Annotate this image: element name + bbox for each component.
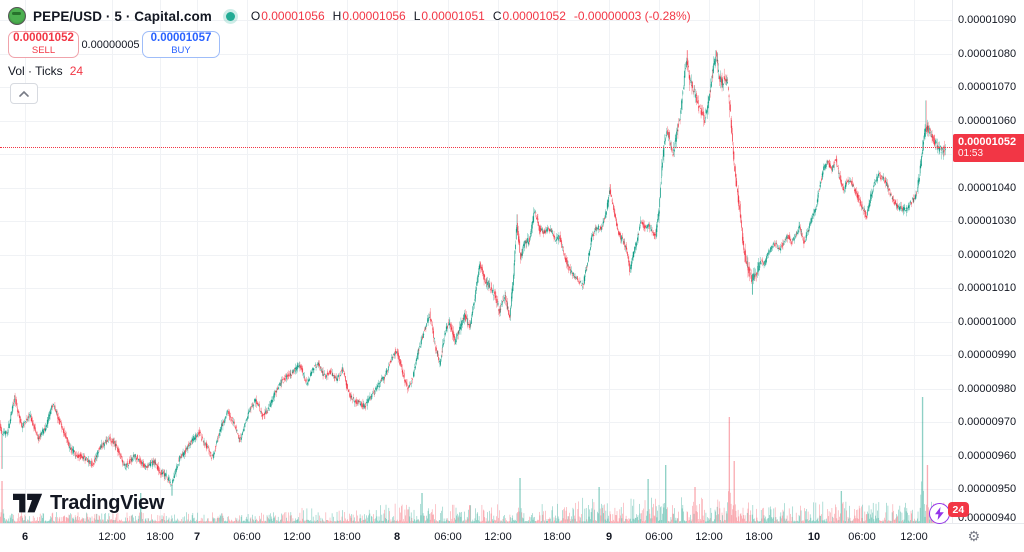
price-axis[interactable]: 0.00001052 01:53 0.00001090 0.00001080 0.0…: [952, 0, 1024, 524]
bar-countdown: 01:53: [958, 148, 984, 160]
close-label: C: [492, 9, 502, 23]
open-value: 0.00001056: [261, 9, 325, 23]
time-axis-tick: 06:00: [434, 531, 462, 543]
buy-button[interactable]: 0.00001057 BUY: [142, 31, 220, 58]
price-axis-tick: 0.00000950: [958, 483, 1017, 495]
time-axis-day-tick: 6: [21, 531, 29, 543]
current-price-value: 0.00001052: [958, 136, 1017, 149]
time-axis-tick: 06:00: [645, 531, 673, 543]
volume-indicator-row[interactable]: Vol · Ticks 24: [8, 64, 691, 78]
time-axis-settings-gear-icon[interactable]: ⚙: [967, 529, 980, 545]
time-axis-tick: 12:00: [484, 531, 512, 543]
candlestick-chart[interactable]: [0, 0, 952, 523]
price-axis-tick: 0.00000990: [958, 349, 1017, 361]
open-label: O: [250, 9, 261, 23]
time-axis-tick: 06:00: [233, 531, 261, 543]
sell-button[interactable]: 0.00001052 SELL: [8, 31, 79, 58]
pepe-coin-logo-icon: [8, 7, 26, 25]
time-axis-day-tick: 10: [807, 531, 821, 543]
tradingview-logo-icon: [13, 493, 43, 513]
lightning-icon[interactable]: [929, 503, 950, 524]
time-axis-day-tick: 9: [605, 531, 613, 543]
buy-price: 0.00001057: [150, 32, 212, 44]
price-axis-tick: 0.00001060: [958, 114, 1017, 127]
time-axis-tick: 18:00: [745, 531, 773, 543]
symbol-title[interactable]: PEPE/USD · 5 · Capital.com: [33, 8, 212, 24]
price-axis-tick: 0.00001030: [958, 215, 1017, 227]
time-axis-tick: 12:00: [695, 531, 723, 543]
buy-label: BUY: [171, 45, 191, 56]
price-axis-tick: 0.00001040: [958, 181, 1017, 194]
high-label: H: [332, 9, 342, 23]
volume-indicator-value: 24: [69, 64, 84, 78]
boost-widget[interactable]: 24: [929, 502, 969, 524]
time-axis-day-tick: 8: [393, 531, 401, 543]
spread-value: 0.00000005: [81, 38, 140, 51]
low-value: 0.00001051: [421, 9, 485, 23]
time-axis-tick: 18:00: [146, 531, 174, 543]
lightning-bolt-glyph: [935, 507, 944, 520]
time-axis[interactable]: ⚙ 6 12:00 18:00 7 06:00 12:00 18:00 8 06:00 12:00…: [0, 523, 1024, 552]
volume-indicator-label: Vol · Ticks: [8, 64, 63, 78]
time-axis-tick: 18:00: [333, 531, 361, 543]
price-axis-tick: 0.00000970: [958, 416, 1017, 428]
sell-label: SELL: [31, 45, 56, 56]
time-axis-tick: 12:00: [283, 531, 311, 543]
chart-legend: PEPE/USD · 5 · Capital.com O 0.00001056 H…: [8, 6, 691, 104]
high-value: 0.00001056: [342, 9, 406, 23]
low-label: L: [413, 9, 421, 23]
price-axis-tick: 0.00001070: [958, 81, 1017, 93]
current-price-line: [0, 147, 952, 148]
close-value: 0.00001052: [502, 9, 566, 23]
legend-collapse-button[interactable]: [10, 83, 38, 104]
price-axis-tick: 0.00000980: [958, 382, 1017, 395]
chevron-up-icon: [19, 90, 29, 97]
symbol-row: PEPE/USD · 5 · Capital.com O 0.00001056 H…: [8, 6, 691, 26]
market-status-dot-icon[interactable]: [225, 11, 235, 21]
boost-count-badge: 24: [948, 502, 969, 517]
price-axis-tick: 0.00001020: [958, 248, 1017, 261]
price-axis-tick: 0.00001010: [958, 282, 1017, 294]
price-axis-tick: 0.00001090: [958, 14, 1017, 26]
time-axis-day-tick: 7: [193, 531, 201, 543]
change-value: -0.00000003 (-0.28%): [573, 9, 691, 23]
sell-price: 0.00001052: [13, 32, 74, 44]
tradingview-watermark-text: TradingView: [50, 492, 165, 514]
trade-buttons-row: 0.00001052 SELL 0.00000005 0.00001057 BU…: [8, 31, 691, 58]
time-axis-tick: 18:00: [543, 531, 571, 543]
tradingview-watermark[interactable]: TradingView: [13, 492, 164, 515]
time-axis-tick: 12:00: [900, 531, 928, 543]
price-axis-tick: 0.00000960: [958, 449, 1017, 462]
current-price-label: 0.00001052 01:53: [953, 134, 1024, 163]
price-axis-tick: 0.00000940: [958, 512, 1017, 524]
price-axis-tick: 0.00001000: [958, 315, 1017, 328]
price-axis-tick: 0.00001080: [958, 47, 1017, 60]
time-axis-tick: 06:00: [848, 531, 876, 543]
ohlc-values: O 0.00001056 H 0.00001056 L 0.00001051 C 0.0…: [251, 9, 691, 23]
time-axis-tick: 12:00: [98, 531, 126, 543]
